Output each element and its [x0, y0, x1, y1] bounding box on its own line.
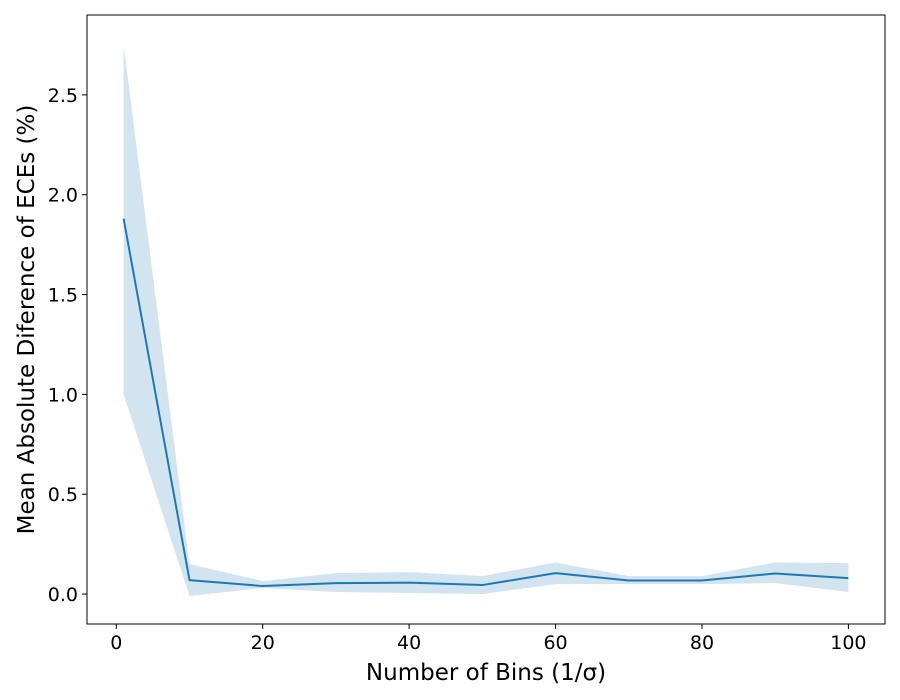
series-line-0 — [122, 218, 849, 588]
x-tick-label: 20 — [251, 632, 275, 654]
y-axis-ticks: 0.0 0.5 1.0 1.5 2.0 2.5 — [48, 85, 87, 606]
y-tick-label: 0.0 — [48, 584, 78, 606]
x-tick-label: 100 — [830, 632, 866, 654]
y-axis-label: Mean Absolute Diference of ECEs (%) — [14, 105, 40, 535]
x-tick-label: 0 — [110, 632, 122, 654]
confidence-band-0 — [123, 44, 849, 597]
series-line-layer — [122, 218, 849, 588]
plot-area-frame — [86, 14, 886, 625]
x-axis-label: Number of Bins (1/σ) — [366, 660, 606, 686]
y-tick-label: 0.5 — [48, 484, 78, 506]
y-tick-label: 2.0 — [48, 185, 78, 207]
x-axis-ticks: 0 20 40 60 80 100 — [110, 624, 867, 654]
confidence-band-layer — [123, 44, 849, 597]
x-tick-label: 40 — [397, 632, 421, 654]
x-tick-label: 80 — [690, 632, 714, 654]
y-tick-label: 1.0 — [48, 384, 78, 406]
y-tick-label: 2.5 — [48, 85, 78, 107]
y-tick-label: 1.5 — [48, 285, 78, 307]
x-tick-label: 60 — [543, 632, 567, 654]
